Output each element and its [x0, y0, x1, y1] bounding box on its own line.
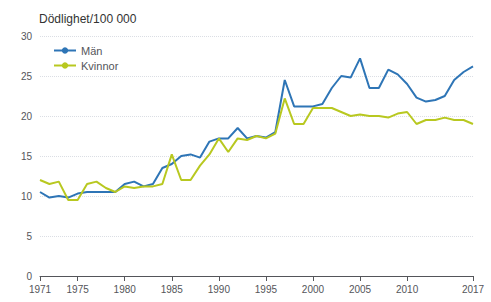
svg-text:20: 20 [21, 111, 33, 122]
svg-text:10: 10 [21, 191, 33, 202]
svg-text:Kvinnor: Kvinnor [81, 60, 119, 72]
svg-text:1985: 1985 [161, 284, 184, 295]
svg-text:2000: 2000 [302, 284, 325, 295]
svg-text:1971: 1971 [29, 284, 52, 295]
svg-text:2005: 2005 [349, 284, 372, 295]
svg-text:0: 0 [26, 271, 32, 282]
svg-text:Dödlighet/100 000: Dödlighet/100 000 [39, 12, 137, 26]
svg-text:Män: Män [81, 45, 102, 57]
svg-text:30: 30 [21, 31, 33, 42]
svg-text:2017: 2017 [462, 284, 485, 295]
svg-text:1975: 1975 [67, 284, 90, 295]
svg-text:1995: 1995 [255, 284, 278, 295]
svg-text:5: 5 [26, 231, 32, 242]
svg-text:15: 15 [21, 151, 33, 162]
svg-text:25: 25 [21, 71, 33, 82]
svg-text:1990: 1990 [208, 284, 231, 295]
svg-text:2010: 2010 [396, 284, 419, 295]
svg-text:1980: 1980 [114, 284, 137, 295]
